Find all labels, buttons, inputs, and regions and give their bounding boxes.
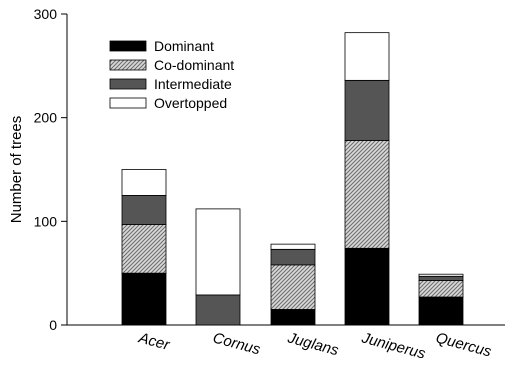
bar-segment-acer-overtopped	[121, 169, 167, 196]
legend-label: Dominant	[154, 38, 214, 54]
legend-label: Intermediate	[154, 76, 232, 92]
y-tick-label: 100	[34, 213, 58, 229]
bar-segment-quercus-overtopped	[418, 273, 464, 277]
legend: Dominant Co-dominant Intermediate Overtoppe…	[109, 38, 234, 111]
bar-segment-juglans-co-dominant	[270, 264, 316, 310]
legend-swatch	[109, 78, 147, 90]
legend-swatch	[109, 59, 147, 71]
bar-segment-quercus-co-dominant	[418, 280, 464, 298]
bar-segment-cornus-intermediate	[195, 294, 241, 326]
bar-segment-juglans-intermediate	[270, 248, 316, 266]
y-axis-title: Number of trees	[8, 116, 25, 224]
bar-segment-quercus-intermediate	[418, 275, 464, 281]
legend-swatch	[109, 97, 147, 109]
bar-segment-juniperus-dominant	[344, 247, 390, 326]
bar-segment-acer-intermediate	[121, 195, 167, 225]
bars	[121, 32, 464, 326]
bar-segment-juglans-dominant	[270, 309, 316, 326]
legend-swatch	[109, 40, 147, 52]
bar-segment-juniperus-co-dominant	[344, 140, 390, 249]
x-category-label: Juglans	[285, 329, 341, 359]
y-tick-label: 0	[49, 317, 57, 333]
y-tick-label: 200	[34, 110, 58, 126]
bar-segment-juglans-overtopped	[270, 243, 316, 250]
bar-segment-acer-co-dominant	[121, 224, 167, 274]
legend-label: Co-dominant	[154, 57, 234, 73]
x-category-label: Juniperus	[359, 329, 428, 363]
bar-segment-quercus-dominant	[418, 296, 464, 326]
bar-segment-juniperus-overtopped	[344, 32, 390, 81]
y-tick-label: 300	[34, 6, 58, 22]
x-category-label: Acer	[136, 329, 172, 354]
bar-segment-juniperus-intermediate	[344, 79, 390, 141]
x-category-label: Cornus	[211, 329, 263, 358]
bar-segment-cornus-overtopped	[195, 208, 241, 296]
legend-label: Overtopped	[154, 95, 227, 111]
x-category-label: Quercus	[434, 329, 494, 360]
bar-segment-acer-dominant	[121, 272, 167, 326]
